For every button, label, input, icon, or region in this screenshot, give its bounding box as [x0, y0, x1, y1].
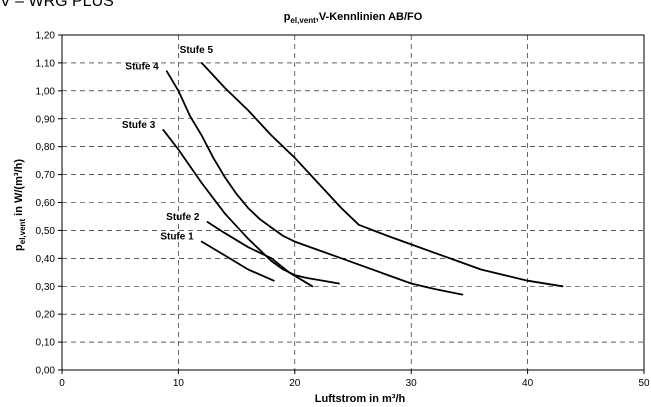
series-line-stufe-3 [162, 128, 340, 285]
x-tick-label: 40 [522, 378, 534, 389]
chart-title-subscript: el,vent [290, 16, 316, 25]
chart-title: pel,vent,V-Kennlinien AB/FO [284, 11, 423, 25]
series-label-stufe-2: Stufe 2 [166, 212, 200, 223]
x-tick-label: 10 [173, 378, 185, 389]
y-axis-label-subscript: el,vent [18, 219, 27, 245]
axes: 0,00 0,10 0,20 0,30 0,40 0,50 0,60 0,70 0,80 0,90… [36, 31, 650, 390]
y-tick-label: 0,40 [36, 254, 56, 265]
y-tick-label: 1,00 [36, 86, 56, 97]
series-label-stufe-3: Stufe 3 [122, 120, 156, 131]
y-tick-label: 0,80 [36, 142, 56, 153]
y-tick-label: 0,20 [36, 310, 56, 321]
y-tick-label: 0,70 [36, 170, 56, 181]
series-label-stufe-1: Stufe 1 [160, 232, 194, 243]
x-tick-label: 0 [59, 378, 65, 389]
y-axis-label: pel,vent in W/(m³/h) [13, 159, 27, 251]
series-line-stufe-5 [200, 62, 564, 288]
y-tick-label: 0,10 [36, 338, 56, 349]
y-axis-label-rest: in W/(m³/h) [13, 159, 25, 219]
series-labels: Stufe 1 Stufe 2 Stufe 3 Stufe 4 Stufe 5 [122, 45, 214, 243]
gridlines [62, 35, 644, 370]
y-tick-label: 0,00 [36, 366, 56, 377]
y-tick-label: 1,20 [36, 31, 56, 42]
x-axis-label: Luftstrom in m³/h [315, 393, 406, 405]
chart-title-rest: ,V-Kennlinien AB/FO [316, 11, 423, 23]
x-tick-label: 30 [406, 378, 418, 389]
y-tick-label: 0,50 [36, 226, 56, 237]
y-tick-label: 0,60 [36, 198, 56, 209]
chart-title-main: p [284, 11, 291, 23]
series-label-stufe-4: Stufe 4 [125, 61, 159, 72]
y-tick-label: 1,10 [36, 58, 56, 69]
series-line-stufe-1 [200, 240, 275, 282]
y-axis-label-main: p [13, 244, 25, 251]
x-tick-label: 50 [638, 378, 650, 389]
series-layer [162, 62, 564, 296]
x-tick-label: 20 [289, 378, 301, 389]
y-tick-label: 0,30 [36, 282, 56, 293]
page-heading: V – WRG PLUS [0, 0, 114, 10]
y-tick-label: 0,90 [36, 114, 56, 125]
series-label-stufe-5: Stufe 5 [180, 45, 214, 56]
series-line-stufe-4 [165, 70, 464, 296]
